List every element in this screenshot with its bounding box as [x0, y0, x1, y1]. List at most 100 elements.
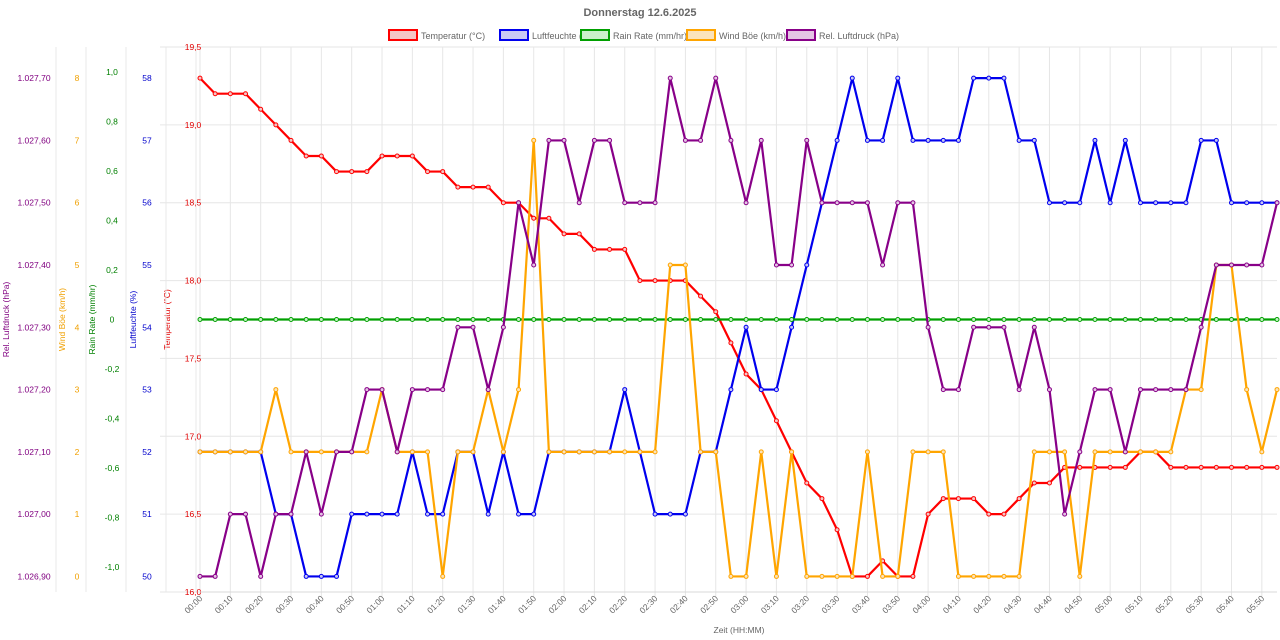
data-point [986, 324, 992, 330]
data-point [789, 262, 795, 268]
data-point [1016, 387, 1022, 393]
data-point [425, 317, 431, 322]
data-point [880, 317, 886, 322]
x-tick-label: 03:10 [759, 593, 781, 615]
data-point [910, 137, 916, 143]
data-point [940, 317, 946, 322]
data-point [607, 449, 613, 455]
data-point [1244, 262, 1250, 268]
data-point [334, 317, 340, 322]
data-point [334, 169, 340, 175]
data-point [986, 317, 992, 322]
data-point [834, 200, 840, 206]
data-point [1259, 449, 1265, 455]
data-point [379, 511, 385, 517]
data-point [394, 511, 400, 517]
data-point [637, 317, 643, 322]
y-tick-label: 1.027,20 [17, 385, 50, 395]
data-point [1122, 317, 1128, 322]
x-tick-label: 05:10 [1123, 593, 1145, 615]
y-tick-label: 0 [75, 571, 80, 581]
data-point [1001, 75, 1007, 81]
data-point [652, 449, 658, 455]
gridlines [160, 46, 1277, 597]
data-point [1228, 317, 1234, 322]
data-point [1122, 464, 1128, 470]
data-point [591, 449, 597, 455]
data-point [1228, 262, 1234, 268]
y-tick-label: 0 [110, 315, 115, 325]
data-point [1213, 137, 1219, 143]
data-point [500, 324, 506, 330]
data-point [318, 511, 324, 517]
x-tick-label: 04:00 [910, 593, 932, 615]
data-point [849, 200, 855, 206]
data-point [470, 449, 476, 455]
y-tick-label: 52 [142, 447, 152, 457]
x-tick-label: 05:00 [1092, 593, 1114, 615]
legend-item-press[interactable]: Rel. Luftdruck (hPa) [786, 29, 899, 41]
legend-item-temp[interactable]: Temperatur (°C) [388, 29, 485, 41]
y-tick-label: 18,0 [185, 276, 202, 286]
data-point [500, 200, 506, 206]
data-point [698, 449, 704, 455]
data-point [864, 573, 870, 579]
x-tick-label: 05:30 [1183, 593, 1205, 615]
data-point [713, 75, 719, 81]
data-point [1198, 137, 1204, 143]
legend-item-rain[interactable]: Rain Rate (mm/hr) [580, 29, 687, 41]
data-point [1183, 200, 1189, 206]
y-tick-label: 1 [75, 509, 80, 519]
data-point [637, 200, 643, 206]
legend-item-hum[interactable]: Luftfeuchte (%) [499, 29, 593, 41]
y-tick-label: 19,5 [185, 42, 202, 52]
data-point [1107, 200, 1113, 206]
data-point [622, 387, 628, 393]
data-point [485, 511, 491, 517]
y-axis-hum: 50 51 52 53 54 55 56 57 58 Luftfeuchte (%) [128, 47, 167, 592]
x-tick-label: 02:20 [607, 593, 629, 615]
data-point [1107, 449, 1113, 455]
data-point [667, 511, 673, 517]
data-point [773, 262, 779, 268]
data-point [455, 317, 461, 322]
data-point [1046, 449, 1052, 455]
data-point [303, 153, 309, 159]
data-point [864, 317, 870, 322]
data-point [516, 317, 522, 322]
data-point [607, 246, 613, 252]
y-tick-label: 2 [75, 447, 80, 457]
data-point [273, 317, 279, 322]
data-point [819, 200, 825, 206]
data-point [364, 169, 370, 175]
data-point [425, 387, 431, 393]
data-point [986, 573, 992, 579]
data-point [1107, 317, 1113, 322]
data-point [1046, 317, 1052, 322]
legend-item-gust[interactable]: Wind Böe (km/h) [686, 29, 786, 41]
data-point [243, 449, 249, 455]
x-tick-label: 01:40 [486, 593, 508, 615]
data-point [1213, 317, 1219, 322]
data-point [940, 449, 946, 455]
data-point [1183, 317, 1189, 322]
data-point [1031, 137, 1037, 143]
data-point [349, 317, 355, 322]
y-tick-label: 16,0 [185, 587, 202, 597]
data-point [728, 137, 734, 143]
data-point [212, 449, 218, 455]
data-point [318, 153, 324, 159]
data-point [425, 169, 431, 175]
legend-swatch [388, 29, 418, 41]
y-axes: 16,0 16,5 17,0 17,5 18,0 18,5 19,0 19,5 Temperat… [1, 42, 202, 597]
data-point [1153, 200, 1159, 206]
data-point [1259, 317, 1265, 322]
data-point [212, 91, 218, 97]
data-point [1062, 449, 1068, 455]
data-point [1046, 387, 1052, 393]
x-tick-label: 01:30 [455, 593, 477, 615]
y-axis-title: Rel. Luftdruck (hPa) [1, 282, 11, 358]
data-point [758, 387, 764, 393]
data-point [455, 184, 461, 190]
